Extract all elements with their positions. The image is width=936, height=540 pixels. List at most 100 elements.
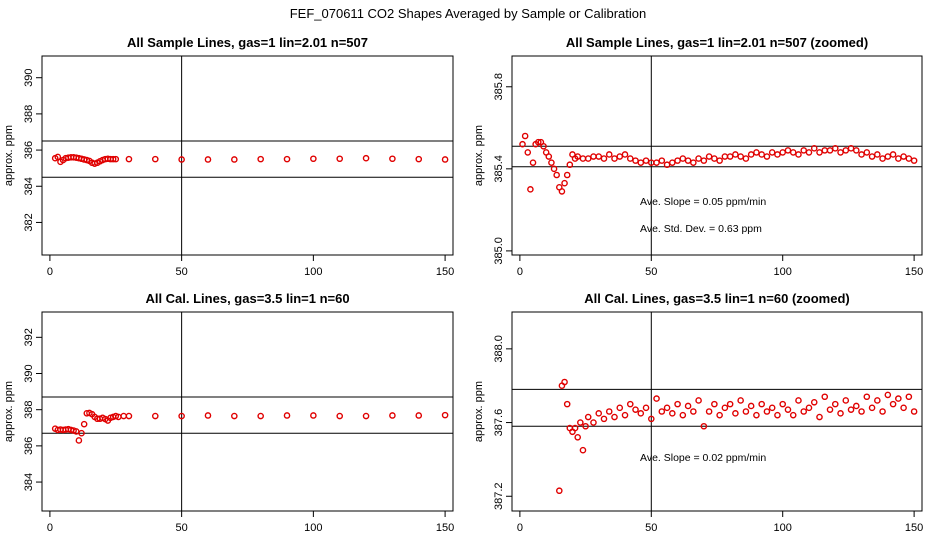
y-axis-label: approx. ppm [473,125,485,186]
data-point [80,420,88,428]
data-point [784,147,792,154]
y-tick-label: 392 [23,328,35,346]
data-point [441,156,449,163]
data-point [336,412,344,420]
data-point [524,149,532,156]
data-point [826,147,834,154]
data-point [737,153,744,160]
y-tick-label: 390 [23,69,35,87]
data-point [684,402,692,410]
data-point [389,412,396,419]
x-tick-label: 50 [176,522,188,534]
data-point [742,155,750,162]
data-point [637,410,645,417]
data-point [566,161,574,169]
x-tick-label: 0 [47,266,53,278]
data-point [684,157,692,164]
data-point [895,155,902,162]
y-axis-label: approx. ppm [473,381,485,442]
x-tick-label: 50 [645,266,657,278]
y-tick-label: 387.2 [493,482,505,510]
y-tick-label: 382 [23,213,35,231]
data-point [711,155,718,162]
data-point [905,393,913,401]
x-tick-label: 150 [905,266,923,278]
y-tick-label: 384 [23,473,35,491]
data-point [653,395,660,402]
panel-cal-lines: All Cal. Lines, gas=3.5 lin=1 n=60 0 50 100… [3,291,454,534]
data-point [700,422,708,430]
data-point [125,412,133,420]
data-point [579,446,587,454]
data-point [621,151,629,158]
data-point [690,408,697,415]
data-point [910,157,918,164]
data-point [545,153,553,160]
data-point [847,406,855,413]
y-tick-label: 387.6 [493,409,505,437]
data-point [561,378,568,386]
data-point [753,149,760,156]
data-point [805,404,813,412]
data-point [768,404,776,412]
data-point [889,151,897,158]
data-point [732,410,739,417]
data-point [895,395,902,402]
data-point [816,149,823,156]
annotation-text: Ave. Slope = 0.05 ppm/min [640,196,766,208]
x-tick-label: 100 [774,266,792,278]
data-point [831,145,839,152]
data-point [605,408,613,415]
data-point [231,412,238,420]
data-point [789,149,797,156]
data-point [653,159,660,166]
data-point [905,155,913,162]
plot-frame [41,311,454,512]
data-point [283,155,291,163]
y-tick-label: 388 [23,401,35,419]
data-point [257,155,264,163]
y-tick-label: 388.0 [493,335,505,363]
x-tick-label: 50 [176,266,188,278]
data-point [789,411,797,419]
data-point [679,411,687,419]
data-point [842,397,850,404]
data-point [558,188,566,195]
data-point [805,149,813,156]
data-point [548,159,555,166]
data-point [556,487,563,495]
data-point [621,411,629,419]
data-point [553,171,560,179]
data-point [310,412,317,419]
data-point [574,153,582,160]
data-point [151,155,159,163]
data-point [879,408,886,415]
data-point [78,429,85,437]
data-point [647,415,655,423]
data-point [716,157,723,164]
y-axis-label: approx. ppm [3,125,15,186]
panel-title: All Cal. Lines, gas=3.5 lin=1 n=60 (zoom… [584,291,850,306]
data-point [658,157,666,164]
data-point [868,404,876,412]
data-point [874,397,881,404]
data-point [441,411,449,419]
data-point [842,147,850,154]
data-point [540,142,547,150]
data-point [642,157,650,164]
data-point [700,157,708,164]
data-point [310,155,317,163]
x-tick-label: 0 [47,522,53,534]
data-point [663,161,671,169]
data-point [821,147,829,154]
data-point [747,402,755,410]
data-point [852,147,860,154]
data-point [695,397,702,404]
data-point [563,171,571,179]
data-point [852,402,860,410]
data-point [868,153,876,160]
data-point [737,397,744,404]
data-point [758,151,765,158]
data-point [611,413,618,421]
data-point [837,410,844,417]
